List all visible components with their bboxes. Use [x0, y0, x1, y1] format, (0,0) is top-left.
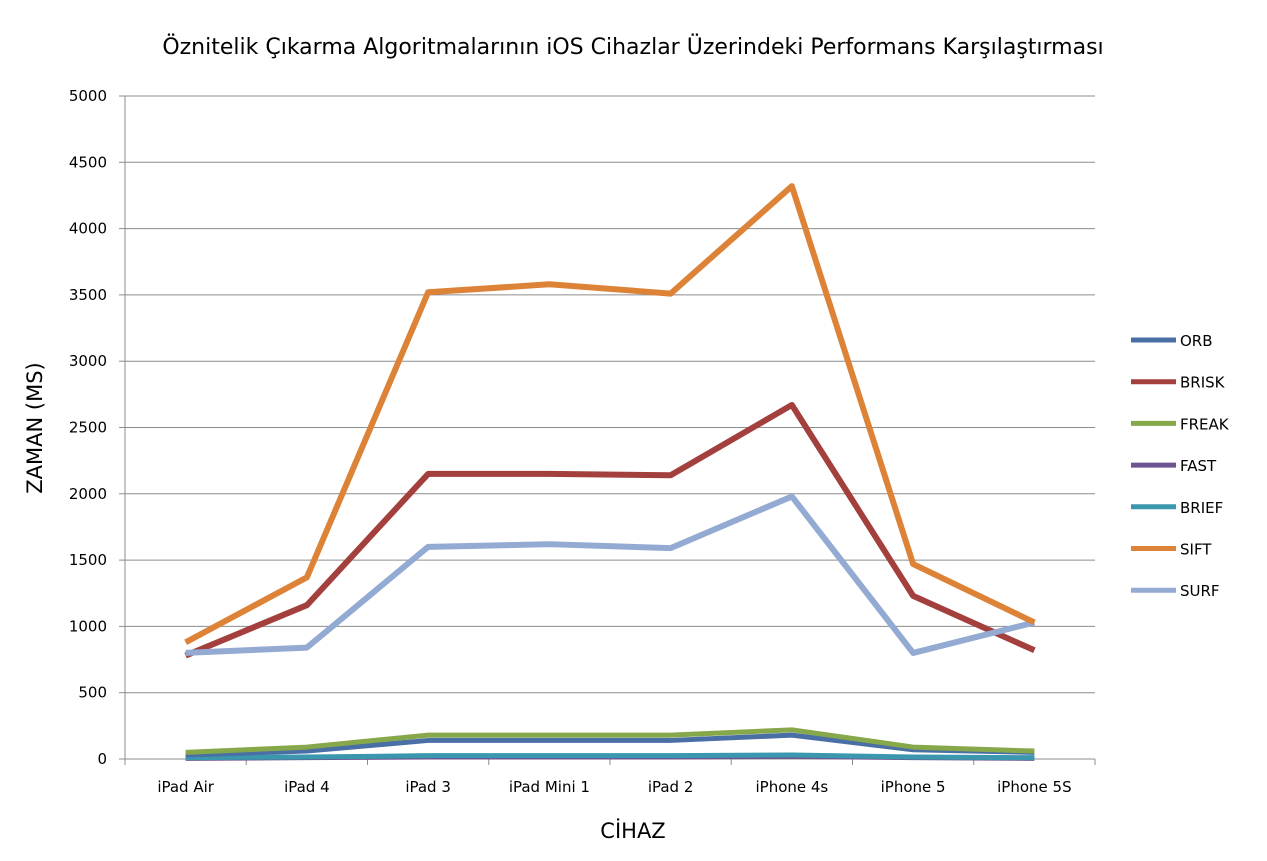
legend-label: BRIEF: [1180, 499, 1223, 517]
series-line-brief: [185, 752, 1035, 761]
y-axis-title: ZAMAN (MS): [23, 362, 47, 493]
series-line-brisk: [184, 401, 1036, 659]
x-axis-ticks: iPad Air iPad 4 iPad 3 iPad Mini 1 iPad 2 iPh…: [157, 778, 1071, 796]
x-tick-label: iPad 3: [405, 778, 451, 796]
x-tick-label: iPhone 4s: [755, 778, 828, 796]
x-tick-label: iPhone 5S: [997, 778, 1071, 796]
x-tick-label: iPad 4: [284, 778, 330, 796]
y-tick-label: 4000: [69, 220, 107, 238]
y-tick-label: 3000: [69, 352, 107, 370]
gridlines: [119, 95, 1096, 765]
y-tick-label: 1000: [69, 617, 107, 635]
y-tick-label: 0: [97, 750, 107, 768]
chart-title: Öznitelik Çıkarma Algoritmalarının iOS C…: [162, 34, 1103, 60]
y-tick-label: 500: [78, 684, 107, 702]
legend-label: BRISK: [1180, 374, 1226, 392]
legend-label: FAST: [1180, 457, 1217, 475]
legend-label: FREAK: [1180, 415, 1230, 433]
y-tick-label: 4500: [69, 153, 107, 171]
y-tick-label: 2500: [69, 419, 107, 437]
series-line-freak: [185, 727, 1035, 755]
y-tick-label: 1500: [69, 551, 107, 569]
legend-label: SURF: [1180, 582, 1220, 600]
legend-label: ORB: [1180, 332, 1213, 350]
legend-label: SIFT: [1180, 541, 1212, 559]
series-line-orb: [185, 732, 1035, 758]
x-axis-title: CİHAZ: [600, 818, 665, 843]
legend: ORB BRISK FREAK FAST BRIEF SIFT SURF: [1131, 332, 1230, 600]
y-tick-label: 5000: [69, 87, 107, 105]
y-axis-ticks: 0 500 1000 1500 2000 2500 3000 3500 4000 4500 5000: [69, 87, 107, 768]
x-tick-label: iPad 2: [648, 778, 694, 796]
series-line-surf: [185, 493, 1036, 656]
series-lines: [184, 183, 1036, 761]
x-tick-label: iPad Mini 1: [509, 778, 590, 796]
y-tick-label: 3500: [69, 286, 107, 304]
x-tick-label: iPad Air: [157, 778, 214, 796]
x-tick-label: iPhone 5: [881, 778, 946, 796]
y-tick-label: 2000: [69, 485, 107, 503]
series-line-sift: [184, 183, 1036, 645]
